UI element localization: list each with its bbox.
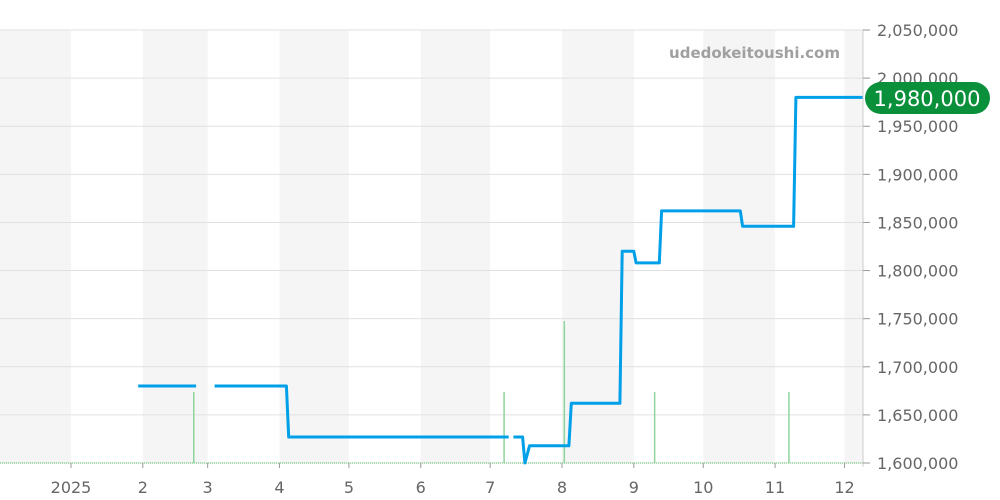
y-tick-label: 1,900,000 (877, 165, 958, 184)
month-band (703, 30, 776, 463)
x-tick-label: 9 (629, 478, 639, 497)
y-tick-label: 1,650,000 (877, 406, 958, 425)
month-band (420, 30, 491, 463)
x-tick-label: 2 (138, 478, 148, 497)
x-tick-label: 3 (203, 478, 213, 497)
price-line-segment (513, 95, 864, 465)
watermark: udedokeitoushi.com (669, 44, 840, 62)
month-band (844, 30, 863, 463)
y-tick-label: 2,050,000 (877, 21, 958, 40)
y-axis: 1,600,000 1,650,000 1,700,000 1,750,000 1,80… (862, 21, 958, 473)
x-tick-label: 2025 (51, 478, 92, 497)
y-tick-label: 1,850,000 (877, 213, 958, 232)
x-tick-label: 5 (344, 478, 354, 497)
x-tick-label: 7 (485, 478, 495, 497)
y-tick-label: 1,800,000 (877, 262, 958, 281)
last-value-badge-bg (865, 82, 990, 114)
y-tick-label: 1,700,000 (877, 358, 958, 377)
price-line (138, 95, 864, 465)
grid-lines (0, 29, 863, 464)
volume-bars (192, 321, 790, 463)
y-tick-label: 1,600,000 (877, 454, 958, 473)
x-tick-label: 11 (765, 478, 785, 497)
month-band (561, 30, 634, 463)
y-tick-label: 1,950,000 (877, 117, 958, 136)
x-tick-label: 12 (834, 478, 854, 497)
month-bands (0, 30, 863, 463)
last-value-badge: 1,980,000 (865, 82, 990, 114)
x-tick-label: 6 (416, 478, 426, 497)
x-tick-label: 4 (274, 478, 284, 497)
month-band (0, 30, 71, 463)
price-line-segment (214, 384, 509, 439)
month-band (142, 30, 208, 463)
x-axis: 2025 2 3 4 5 6 7 8 9 10 11 12 (51, 463, 855, 497)
x-tick-label: 10 (693, 478, 713, 497)
last-value-label: 1,980,000 (874, 87, 981, 111)
month-band (279, 30, 349, 463)
x-tick-label: 8 (557, 478, 567, 497)
y-tick-label: 1,750,000 (877, 310, 958, 329)
